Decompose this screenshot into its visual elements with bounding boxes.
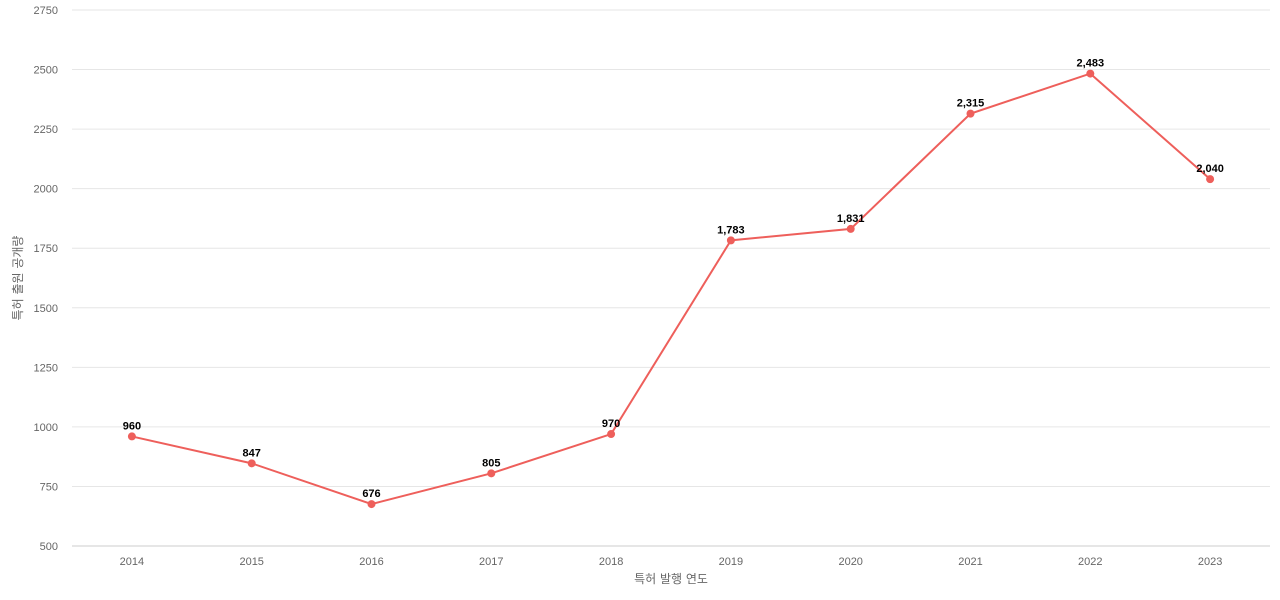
data-label: 2,040 [1196,163,1224,175]
x-tick-label: 2022 [1078,556,1102,568]
y-tick-label: 1250 [34,362,58,374]
x-tick-label: 2015 [239,556,263,568]
data-point[interactable] [367,500,376,509]
x-tick-label: 2016 [359,556,383,568]
y-axis-title: 특허 출원 공개량 [11,236,25,321]
y-axis-ticks: 500 750 1000 1250 1500 1750 2000 2250 2500 2750 [34,5,58,553]
x-tick-label: 2019 [719,556,743,568]
y-tick-label: 1750 [34,243,58,255]
data-point[interactable] [1206,175,1215,184]
data-labels: 960 847 676 805 970 1,783 1,831 2,315 2,483 2,040 [123,58,1224,500]
data-point[interactable] [127,432,136,441]
x-tick-label: 2014 [120,556,144,568]
x-axis-ticks: 2014 2015 2016 2017 2018 2019 2020 2021 2022 2023 [120,556,1223,568]
data-label: 1,783 [717,224,745,236]
data-point[interactable] [966,109,975,118]
series-line [131,72,1211,506]
data-point[interactable] [607,430,616,439]
data-point[interactable] [247,459,256,468]
data-label: 970 [602,418,620,430]
data-label: 2,483 [1077,58,1105,70]
y-tick-label: 2500 [34,65,58,77]
y-tick-label: 1000 [34,422,58,434]
x-tick-label: 2023 [1198,556,1222,568]
data-label: 2,315 [957,98,985,110]
grid-lines [72,9,1270,487]
x-axis-title: 특허 발행 연도 [634,571,708,586]
series-layer [127,69,1215,509]
data-label: 676 [362,488,380,500]
y-tick-label: 1500 [34,303,58,315]
data-point[interactable] [726,236,735,245]
y-tick-label: 2250 [34,124,58,136]
data-label: 960 [123,420,141,432]
y-tick-label: 2750 [34,5,58,17]
data-label: 847 [243,447,261,459]
data-point[interactable] [1086,69,1095,78]
data-point[interactable] [846,224,855,233]
x-tick-label: 2018 [599,556,623,568]
data-label: 805 [482,457,500,469]
x-tick-label: 2020 [838,556,862,568]
y-tick-label: 500 [40,541,58,553]
y-tick-label: 2000 [34,184,58,196]
data-point[interactable] [487,469,496,478]
data-label: 1,831 [837,213,865,225]
x-tick-label: 2021 [958,556,982,568]
x-tick-label: 2017 [479,556,503,568]
y-tick-label: 750 [40,481,58,493]
